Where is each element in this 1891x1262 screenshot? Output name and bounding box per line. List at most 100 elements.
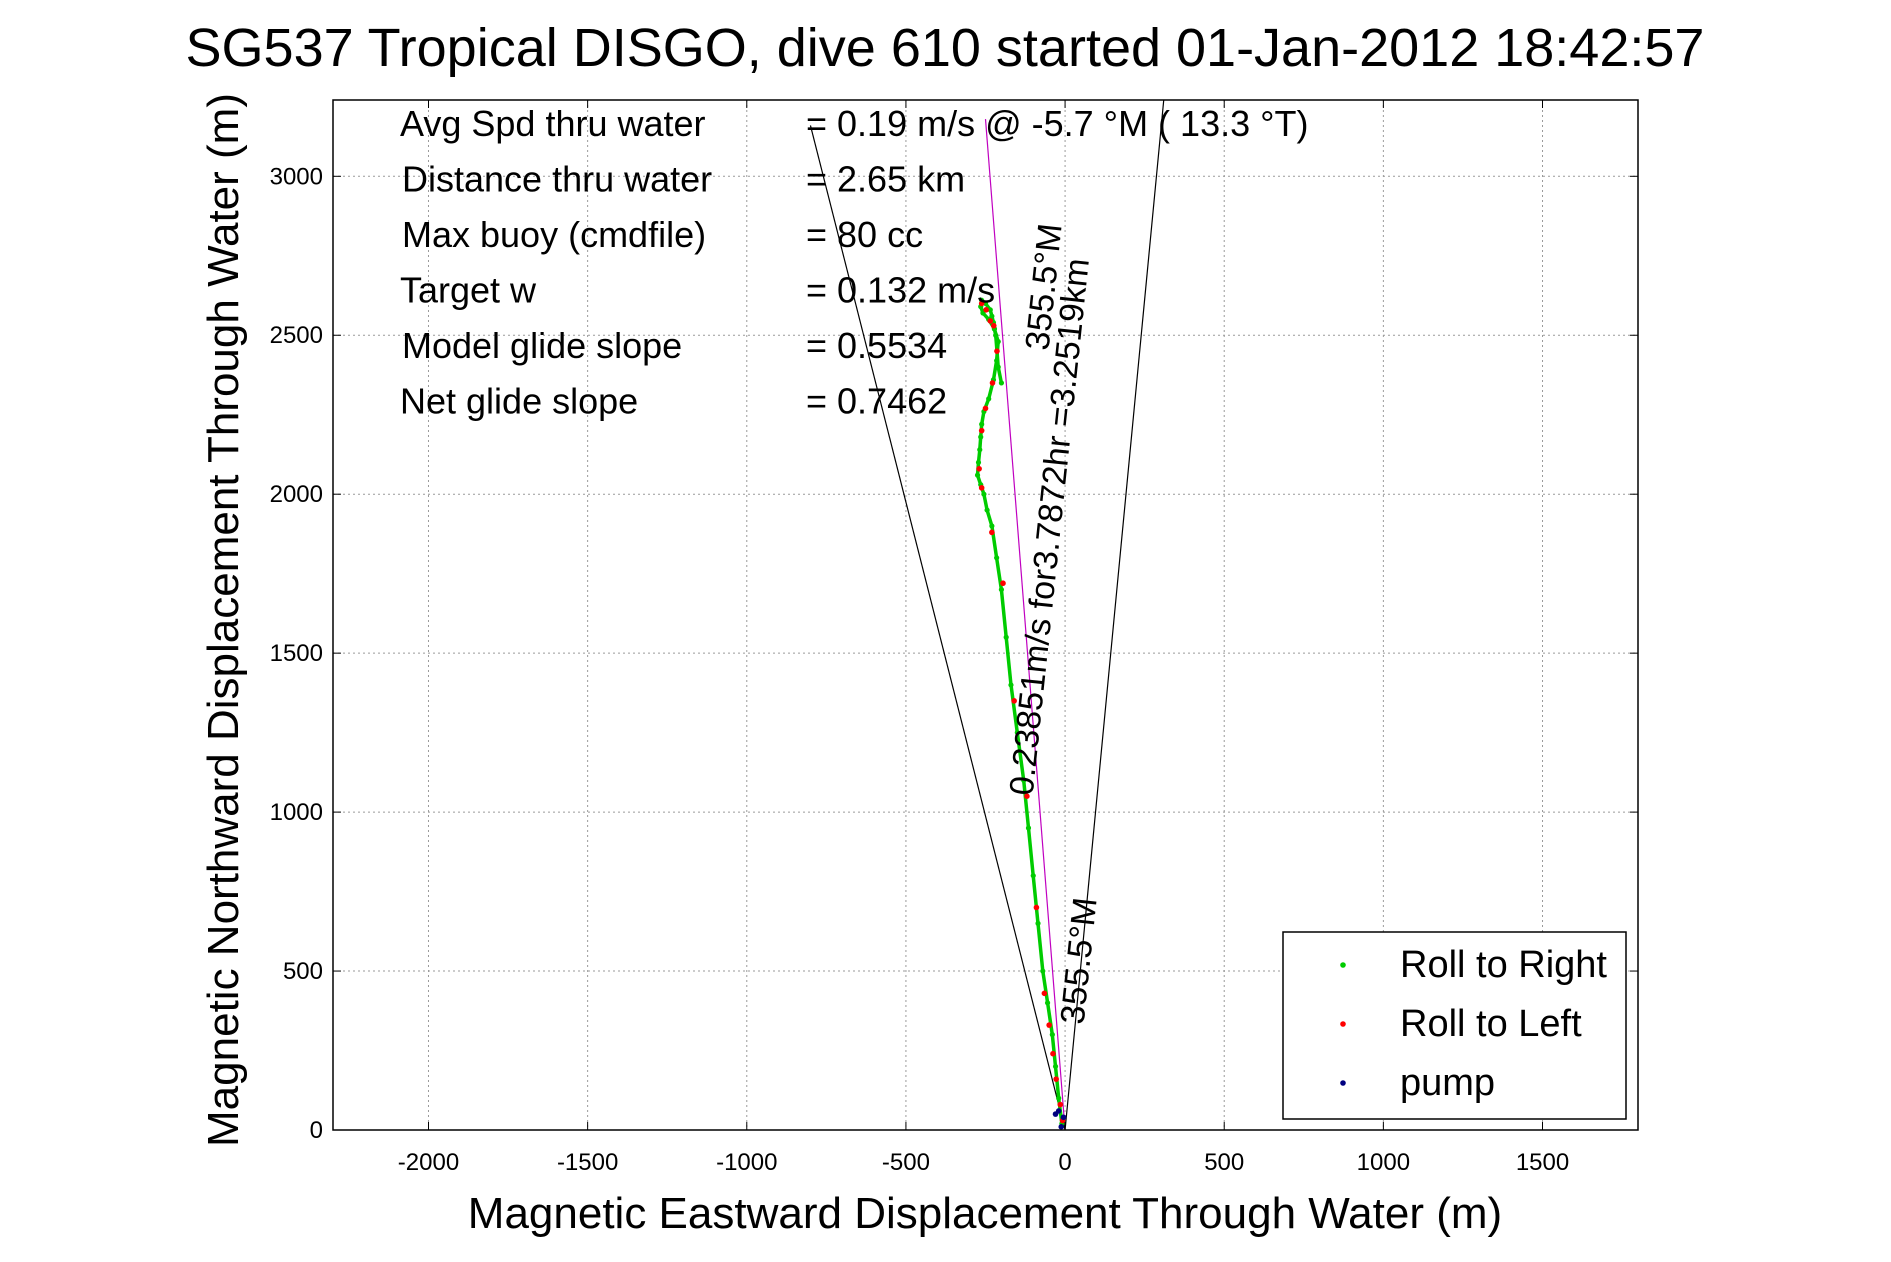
stat-value: = 0.19 m/s @ -5.7 °M ( 13.3 °T) (806, 103, 1309, 144)
data-point (978, 300, 985, 307)
data-point (1011, 698, 1017, 704)
data-point (987, 307, 993, 313)
stat-value: = 2.65 km (806, 159, 965, 200)
data-point (1030, 873, 1036, 879)
y-axis-label: Magnetic Northward Displacement Through … (199, 93, 248, 1147)
data-point (1053, 1076, 1059, 1082)
stat-label: Target w (400, 270, 537, 311)
data-point (993, 332, 999, 338)
legend: Roll to Right Roll to Left pump (1282, 931, 1627, 1120)
data-point (998, 380, 1005, 386)
data-point (1057, 1101, 1064, 1108)
data-point (995, 339, 1001, 345)
y-tick-label: 0 (310, 1117, 323, 1144)
legend-label: Roll to Right (1400, 944, 1607, 986)
x-axis-ticks: -2000 -1500 -1000 -500 0 500 1000 1500 (398, 100, 1569, 1176)
x-tick-label: -500 (882, 1149, 930, 1176)
legend-label: Roll to Left (1400, 1003, 1582, 1045)
data-point (1050, 1050, 1056, 1057)
data-point (1052, 1111, 1059, 1117)
x-tick-label: 500 (1204, 1149, 1244, 1176)
data-point (1024, 793, 1030, 800)
data-point (986, 396, 992, 402)
stat-value: = 0.7462 (806, 381, 947, 422)
data-point (976, 465, 982, 472)
data-series (974, 297, 1067, 1130)
heading-lines (809, 99, 1165, 1131)
data-point (982, 300, 989, 307)
stat-label: Max buoy (cmdfile) (402, 214, 706, 255)
series-roll-to-left (976, 300, 1066, 1124)
legend-marker (1340, 962, 1346, 968)
stat-value: = 80 cc (806, 214, 923, 255)
y-tick-label: 2000 (270, 481, 323, 508)
data-point (977, 447, 983, 453)
stat-label: Model glide slope (402, 325, 682, 366)
stat-value: = 0.5534 (806, 325, 947, 366)
data-point (981, 491, 987, 497)
data-point (1046, 1022, 1052, 1028)
annotation-label: 355.5°M (1054, 896, 1105, 1026)
data-point (1000, 580, 1006, 587)
data-point (978, 427, 985, 434)
data-point (1056, 1095, 1062, 1101)
data-point (1041, 990, 1048, 997)
data-point (1040, 968, 1046, 974)
data-point (984, 507, 990, 513)
data-point (1044, 1000, 1051, 1006)
y-tick-label: 1500 (270, 640, 323, 667)
annotations: 0.23851m/s for3.7872hr =3.2519km355.5°M3… (1003, 222, 1105, 1026)
data-point (995, 364, 1001, 370)
stat-label: Distance thru water (402, 159, 712, 200)
data-point (978, 434, 984, 440)
data-point (987, 318, 994, 324)
x-tick-label: -1500 (557, 1149, 618, 1176)
data-point (998, 586, 1005, 593)
data-point (1033, 904, 1040, 911)
y-tick-label: 1000 (270, 799, 323, 826)
heading-line-east-bound (1064, 99, 1165, 1131)
data-point (989, 313, 995, 319)
data-point (1049, 1032, 1055, 1038)
data-point (994, 358, 1000, 364)
stats-block: Avg Spd thru water = 0.19 m/s @ -5.7 °M (… (400, 103, 1309, 422)
chart-title: SG537 Tropical DISGO, dive 610 started 0… (186, 18, 1705, 78)
data-point (994, 348, 1000, 354)
series-roll-to-right (974, 297, 1065, 1127)
data-point (983, 307, 989, 313)
heading-line-west-bound (809, 125, 1066, 1131)
data-point (974, 472, 981, 478)
legend-marker (1340, 1080, 1346, 1086)
plot-area-frame (332, 99, 1639, 1131)
data-point (1058, 1124, 1065, 1130)
x-tick-label: -2000 (398, 1149, 459, 1176)
data-point (1021, 777, 1027, 783)
grid (333, 100, 1638, 1131)
x-tick-label: 0 (1058, 1149, 1071, 1176)
y-tick-label: 2500 (270, 322, 323, 349)
data-point (1003, 634, 1009, 640)
x-tick-label: 1000 (1357, 1149, 1410, 1176)
stat-label: Net glide slope (400, 381, 638, 422)
data-point (1035, 920, 1041, 926)
data-point (990, 322, 997, 329)
data-point (989, 380, 996, 386)
data-point (1008, 682, 1014, 688)
y-axis-ticks: 0 500 1000 1500 2000 2500 3000 (270, 163, 1638, 1144)
data-point (975, 459, 982, 466)
data-point (989, 529, 995, 536)
stat-value: = 0.132 m/s (806, 270, 995, 311)
legend-box (1282, 931, 1627, 1120)
data-point (989, 523, 995, 529)
data-point (1052, 1063, 1059, 1070)
legend-marker (1340, 1021, 1346, 1027)
data-point (1060, 1114, 1067, 1121)
x-tick-label: -1000 (716, 1149, 777, 1176)
y-tick-label: 3000 (270, 163, 323, 190)
x-tick-label: 1500 (1516, 1149, 1569, 1176)
data-point (994, 555, 1000, 561)
stat-label: Avg Spd thru water (400, 103, 706, 144)
data-point (978, 485, 985, 491)
data-point (982, 405, 989, 412)
